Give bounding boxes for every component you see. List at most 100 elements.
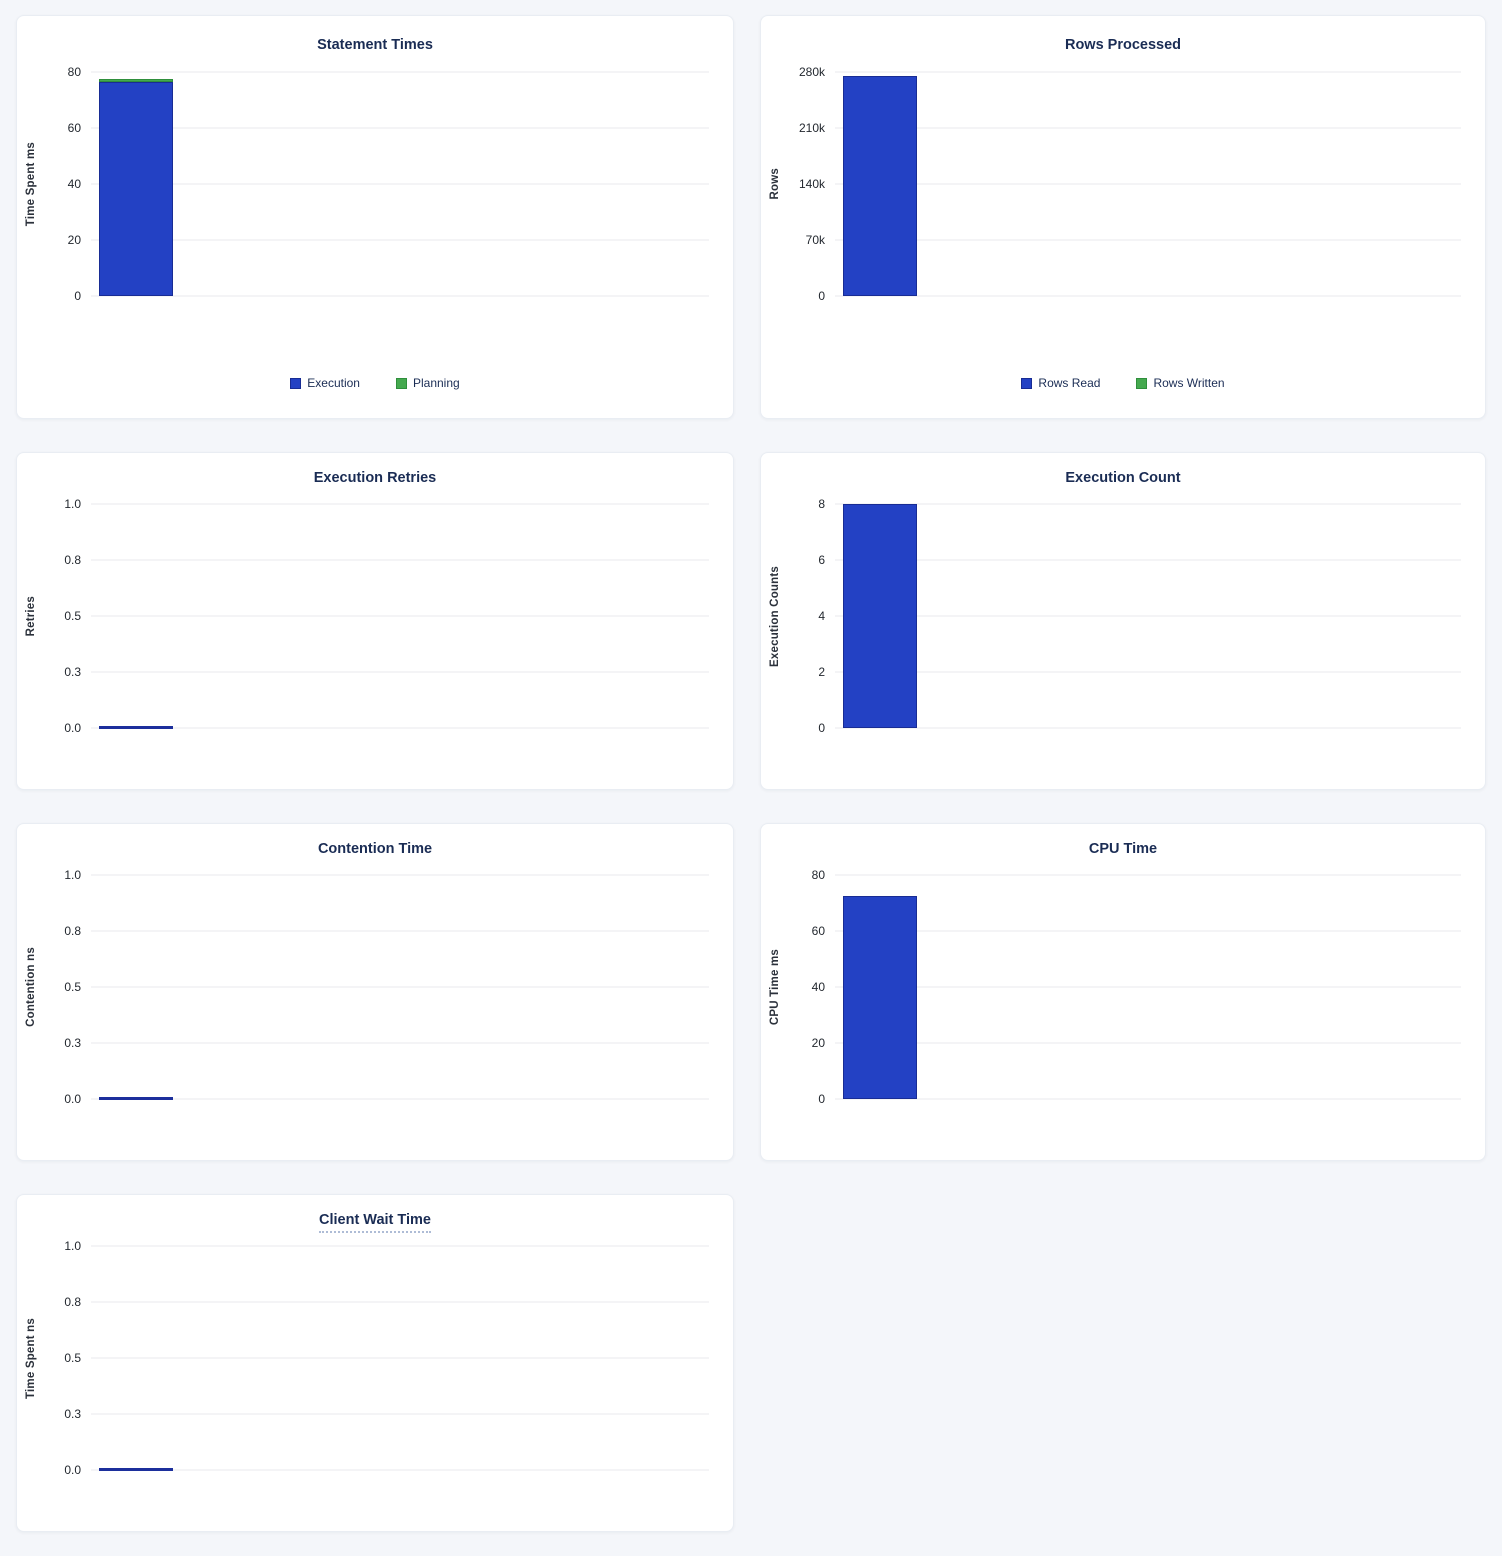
legend-item-rows-written[interactable]: Rows Written — [1136, 376, 1225, 390]
y-tick-label: 6 — [818, 553, 825, 567]
gridline — [835, 874, 1461, 876]
y-tick-label: 80 — [67, 65, 81, 79]
rows-processed-chart: Rows 280k 210k 140k 70k 0 — [761, 65, 1485, 303]
legend-item-execution[interactable]: Execution — [290, 376, 360, 390]
rows-processed-legend: Rows Read Rows Written — [761, 376, 1485, 390]
legend-swatch-icon — [1136, 377, 1148, 389]
gridline — [91, 295, 709, 297]
plot-area — [835, 71, 1461, 297]
y-tick-label: 0.0 — [64, 721, 81, 735]
statement-times-legend: Execution Planning — [17, 376, 733, 390]
gridline — [91, 127, 709, 129]
gridline — [835, 127, 1461, 129]
gridline — [91, 1413, 709, 1415]
plot-area — [835, 503, 1461, 729]
y-axis-label: Rows — [769, 168, 781, 200]
gridline — [91, 239, 709, 241]
y-tick-label: 280k — [798, 65, 825, 79]
y-tick-label: 20 — [811, 1036, 825, 1050]
y-axis-label-column: CPU Time ms — [761, 875, 789, 1099]
y-axis-label-column: Retries — [17, 504, 45, 728]
chart-title-text: CPU Time — [1088, 841, 1158, 857]
y-axis-label: Execution Counts — [769, 565, 781, 667]
gridline — [835, 671, 1461, 673]
panel-cpu-time: CPU Time CPU Time ms 80 60 40 20 0 — [760, 823, 1486, 1161]
gridline — [91, 874, 709, 876]
y-axis-label: Contention ns — [25, 947, 37, 1027]
y-tick-label: 40 — [811, 980, 825, 994]
zero-value-bar[interactable] — [99, 1468, 173, 1471]
y-axis-label: Time Spent ms — [25, 141, 37, 227]
panel-execution-retries: Execution Retries Retries 1.0 0.8 0.5 0.3 0.0 — [16, 452, 734, 790]
bar-rows-processed[interactable] — [843, 76, 917, 296]
y-tick-label: 140k — [798, 177, 825, 191]
gridline — [91, 671, 709, 673]
gridline — [835, 1042, 1461, 1044]
execution-count-chart: Execution Counts 8 6 4 2 0 — [761, 497, 1485, 735]
legend-swatch-icon — [395, 377, 407, 389]
bar-execution-count[interactable] — [843, 504, 917, 728]
legend-swatch-icon — [290, 377, 302, 389]
panel-execution-count: Execution Count Execution Counts 8 6 4 2 0 — [760, 452, 1486, 790]
y-tick-label: 20 — [67, 233, 81, 247]
gridline — [91, 71, 709, 73]
bar-statement-times[interactable] — [99, 79, 173, 296]
y-tick-label: 4 — [818, 609, 825, 623]
y-axis-label-column: Rows — [761, 72, 789, 296]
gridline — [91, 1245, 709, 1247]
legend-label: Planning — [412, 376, 460, 390]
y-tick-label: 0.8 — [64, 553, 81, 567]
y-axis-ticks: 80 60 40 20 0 — [45, 65, 91, 303]
gridline — [91, 1469, 709, 1471]
bar-segment-planning[interactable] — [99, 79, 173, 82]
legend-label: Execution — [307, 376, 360, 390]
panel-contention-time: Contention Time Contention ns 1.0 0.8 0.5 0.… — [16, 823, 734, 1161]
zero-value-bar[interactable] — [99, 726, 173, 729]
y-tick-label: 0.8 — [64, 924, 81, 938]
bar-segment-execution-count[interactable] — [843, 504, 917, 728]
legend-label: Rows Written — [1153, 376, 1225, 390]
y-axis-label-column: Execution Counts — [761, 504, 789, 728]
y-axis-label: CPU Time ms — [769, 948, 781, 1026]
y-tick-label: 0 — [818, 289, 825, 303]
y-tick-label: 210k — [798, 121, 825, 135]
bar-segment-execution[interactable] — [99, 82, 173, 296]
gridline — [835, 295, 1461, 297]
gridline — [835, 727, 1461, 729]
plot-area — [91, 874, 709, 1100]
statement-times-chart: Time Spent ms 80 60 40 20 0 — [17, 65, 733, 303]
bar-segment-rows-read[interactable] — [843, 76, 917, 296]
y-tick-label: 0.0 — [64, 1463, 81, 1477]
y-axis-ticks: 280k 210k 140k 70k 0 — [789, 65, 835, 303]
legend-item-planning[interactable]: Planning — [395, 376, 460, 390]
bar-segment-cpu-time[interactable] — [843, 896, 917, 1099]
gridline — [835, 183, 1461, 185]
legend-item-rows-read[interactable]: Rows Read — [1021, 376, 1100, 390]
plot-area — [91, 503, 709, 729]
legend-swatch-icon — [1021, 377, 1033, 389]
y-tick-label: 0.3 — [64, 1036, 81, 1050]
y-tick-label: 80 — [811, 868, 825, 882]
charts-grid: Statement Times Time Spent ms 80 60 40 20 0 E… — [16, 15, 1486, 1532]
gridline — [91, 727, 709, 729]
chart-title-text[interactable]: Client Wait Time — [319, 1211, 431, 1233]
cpu-time-chart: CPU Time ms 80 60 40 20 0 — [761, 868, 1485, 1106]
chart-title-execution-count: Execution Count — [761, 469, 1485, 487]
execution-retries-chart: Retries 1.0 0.8 0.5 0.3 0.0 — [17, 497, 733, 735]
y-axis-label-column: Time Spent ns — [17, 1246, 45, 1470]
gridline — [91, 1301, 709, 1303]
y-tick-label: 40 — [67, 177, 81, 191]
chart-title-execution-retries: Execution Retries — [17, 469, 733, 487]
y-tick-label: 0 — [74, 289, 81, 303]
gridline — [91, 930, 709, 932]
chart-title-text: Execution Retries — [313, 470, 437, 486]
plot-area — [835, 874, 1461, 1100]
gridline — [91, 1098, 709, 1100]
gridline — [835, 503, 1461, 505]
bar-cpu-time[interactable] — [843, 896, 917, 1099]
y-axis-ticks: 8 6 4 2 0 — [789, 497, 835, 735]
zero-value-bar[interactable] — [99, 1097, 173, 1100]
y-tick-label: 0.3 — [64, 1407, 81, 1421]
chart-title-rows-processed: Rows Processed — [761, 36, 1485, 54]
